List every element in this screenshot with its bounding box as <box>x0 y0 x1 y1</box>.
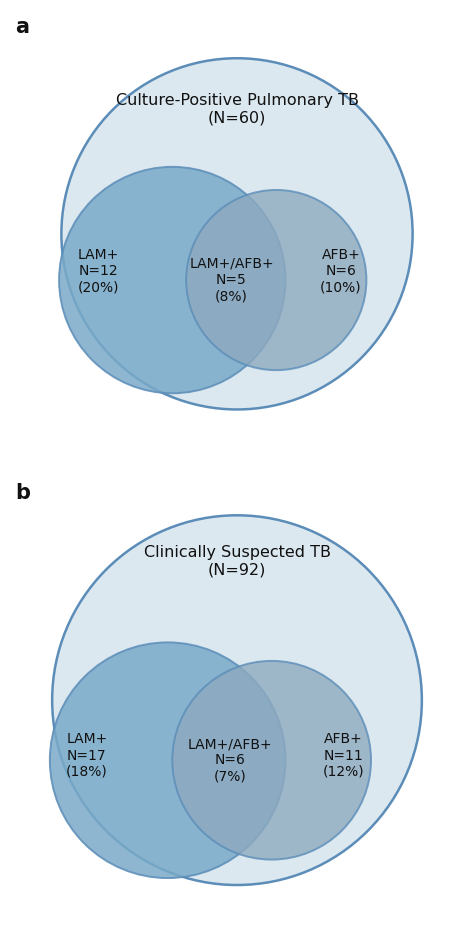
Circle shape <box>173 661 371 859</box>
Circle shape <box>50 643 285 878</box>
Text: AFB+
N=6
(10%): AFB+ N=6 (10%) <box>320 248 362 294</box>
Circle shape <box>52 516 422 885</box>
Text: a: a <box>15 17 29 36</box>
Circle shape <box>59 167 285 393</box>
Text: AFB+
N=11
(12%): AFB+ N=11 (12%) <box>322 732 364 779</box>
Text: b: b <box>15 483 30 502</box>
Circle shape <box>62 58 412 409</box>
Circle shape <box>186 190 366 370</box>
Text: LAM+
N=17
(18%): LAM+ N=17 (18%) <box>66 732 108 779</box>
Text: LAM+/AFB+
N=6
(7%): LAM+/AFB+ N=6 (7%) <box>188 737 273 784</box>
Text: Clinically Suspected TB
(N=92): Clinically Suspected TB (N=92) <box>144 545 330 578</box>
Text: LAM+/AFB+
N=5
(8%): LAM+/AFB+ N=5 (8%) <box>189 257 274 304</box>
Text: LAM+
N=12
(20%): LAM+ N=12 (20%) <box>78 248 119 294</box>
Text: Culture-Positive Pulmonary TB
(N=60): Culture-Positive Pulmonary TB (N=60) <box>116 92 358 125</box>
